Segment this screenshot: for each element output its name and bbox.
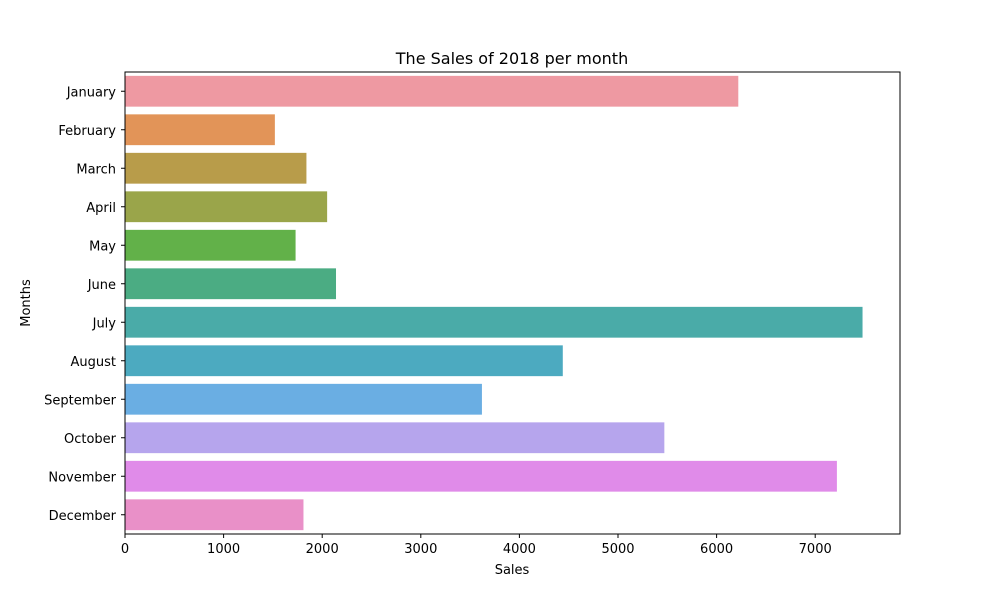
y-tick-label-september: September	[44, 393, 117, 408]
bar-february	[125, 114, 275, 146]
bars	[125, 75, 863, 531]
bar-november	[125, 460, 837, 492]
plot-frame	[124, 71, 901, 535]
bar-august	[125, 345, 563, 377]
bar-may	[125, 229, 296, 261]
bar-january	[125, 75, 739, 107]
y-tick-label-october: October	[64, 432, 117, 447]
x-tick-label-6000: 6000	[700, 542, 733, 557]
bar-march	[125, 152, 307, 184]
y-tick-label-may: May	[89, 239, 116, 254]
bar-december	[125, 499, 304, 531]
bar-october	[125, 422, 665, 454]
x-tick-label-5000: 5000	[601, 542, 634, 557]
chart-title: The Sales of 2018 per month	[395, 49, 628, 68]
bar-april	[125, 191, 328, 223]
bar-july	[125, 306, 863, 338]
bar-june	[125, 268, 337, 300]
y-axis-ticks: January February March April May June July Augu…	[44, 85, 125, 524]
x-tick-label-1000: 1000	[207, 542, 240, 557]
y-tick-label-november: November	[48, 470, 116, 485]
x-axis-label: Sales	[495, 563, 530, 578]
bar-september	[125, 383, 482, 415]
y-axis-label: Months	[19, 279, 34, 327]
x-tick-label-3000: 3000	[404, 542, 437, 557]
x-tick-label-4000: 4000	[503, 542, 536, 557]
x-tick-label-7000: 7000	[799, 542, 832, 557]
y-tick-label-june: June	[87, 278, 116, 293]
x-axis-ticks: 0 1000 2000 3000 4000 5000 6000 7000	[121, 534, 832, 557]
x-tick-label-2000: 2000	[306, 542, 339, 557]
y-tick-label-august: August	[71, 355, 117, 370]
y-tick-label-january: January	[66, 85, 117, 100]
y-tick-label-july: July	[92, 316, 117, 331]
y-tick-label-december: December	[49, 509, 117, 524]
y-tick-label-february: February	[58, 124, 116, 139]
y-tick-label-march: March	[76, 162, 116, 177]
y-tick-label-april: April	[86, 201, 116, 216]
x-tick-label-0: 0	[121, 542, 129, 557]
